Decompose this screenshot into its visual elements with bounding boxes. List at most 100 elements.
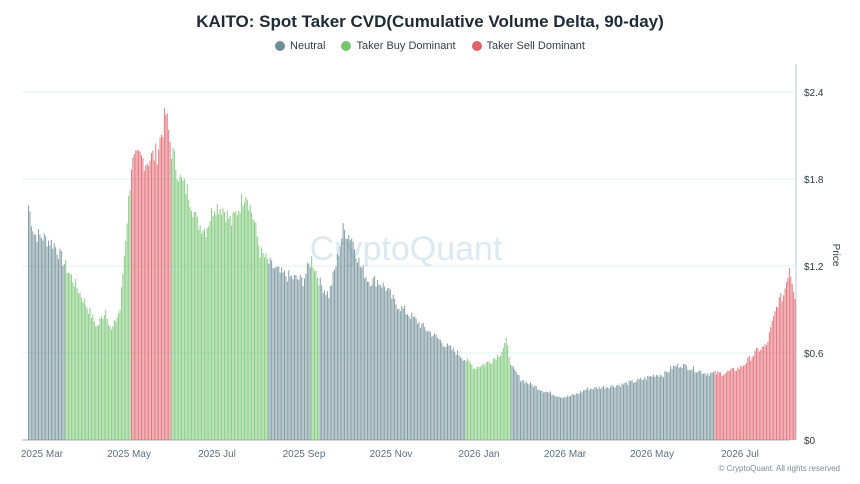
cvd-bar (494, 358, 496, 440)
cvd-bar (541, 390, 543, 440)
cvd-bar (495, 359, 497, 440)
cvd-bar (146, 163, 148, 440)
cvd-bar (461, 358, 463, 440)
cvd-bar (447, 343, 449, 440)
cvd-bar (435, 334, 437, 440)
cvd-bar (341, 238, 343, 440)
cvd-bar (218, 214, 220, 440)
cvd-bar (727, 370, 729, 440)
cvd-bar (405, 314, 407, 440)
cvd-bar (735, 370, 737, 440)
cvd-bar (747, 357, 749, 440)
cvd-bar (171, 158, 173, 440)
cvd-bar (396, 309, 398, 440)
cvd-bar (760, 349, 762, 440)
cvd-bar (594, 387, 596, 440)
cvd-bar (281, 267, 283, 440)
cvd-bar (489, 363, 491, 440)
cvd-bar (55, 247, 57, 440)
cvd-bar (775, 306, 777, 440)
cvd-bar (751, 357, 753, 440)
cvd-bar (205, 237, 207, 440)
cvd-bar (356, 262, 358, 440)
cvd-bar (289, 276, 291, 440)
cvd-bar (229, 215, 231, 440)
cvd-bar (521, 380, 523, 440)
cvd-bar (681, 368, 683, 440)
cvd-bar (120, 287, 122, 440)
x-tick-label: 2026 May (630, 449, 674, 460)
cvd-bar (112, 326, 114, 440)
cvd-bar (654, 376, 656, 440)
cvd-bar (198, 229, 200, 440)
cvd-bar (755, 348, 757, 440)
cvd-bar (225, 221, 227, 440)
cvd-bar (693, 366, 695, 440)
cvd-bar (723, 375, 725, 440)
cvd-bar (757, 348, 759, 440)
cvd-bar (140, 155, 142, 440)
cvd-bar (425, 330, 427, 440)
cvd-bar (391, 298, 393, 440)
cvd-bar (182, 180, 184, 441)
cvd-bar (113, 319, 115, 440)
cvd-bar (156, 164, 158, 440)
cvd-bar (670, 366, 672, 440)
cvd-bar (648, 376, 650, 440)
cvd-bar (498, 356, 500, 440)
cvd-bar (116, 317, 118, 440)
cvd-bar (259, 257, 261, 440)
cvd-bar (555, 396, 557, 440)
cvd-bar (32, 231, 34, 440)
cvd-bar (90, 317, 92, 440)
legend-item-taker-buy[interactable]: Taker Buy Dominant (341, 40, 456, 52)
cvd-bar (389, 289, 391, 440)
cvd-bar (582, 390, 584, 440)
cvd-bar (627, 384, 629, 440)
cvd-bar (42, 240, 44, 440)
cvd-bar (741, 366, 743, 440)
cvd-bar (634, 382, 636, 440)
cvd-bar (402, 308, 404, 440)
cvd-bar (36, 241, 38, 440)
cvd-bar (517, 374, 519, 440)
cvd-bar (485, 362, 487, 440)
cvd-bar (765, 345, 767, 440)
legend-item-neutral[interactable]: Neutral (275, 40, 325, 52)
cvd-bar (328, 298, 330, 440)
cvd-bar (592, 389, 594, 440)
cvd-bar (488, 361, 490, 440)
cvd-bar (667, 372, 669, 440)
cvd-bar (519, 381, 521, 440)
cvd-bar (349, 239, 351, 440)
cvd-bar (206, 228, 208, 440)
cvd-bar (538, 389, 540, 440)
cvd-bar (429, 331, 431, 440)
cvd-bar (150, 153, 152, 441)
cvd-bar (761, 346, 763, 440)
cvd-bar (385, 291, 387, 440)
cvd-bar (504, 342, 506, 440)
cvd-bar (181, 177, 183, 440)
legend-item-taker-sell[interactable]: Taker Sell Dominant (471, 40, 585, 52)
cvd-bar (302, 286, 304, 440)
cvd-bar (617, 385, 619, 440)
cvd-bar (561, 397, 563, 440)
cvd-bar (388, 288, 390, 440)
cvd-bar (88, 313, 90, 440)
cvd-bar (551, 395, 553, 440)
cvd-bar (780, 293, 782, 440)
cvd-bar (143, 171, 145, 440)
cvd-bar (118, 313, 120, 440)
cvd-bar (133, 154, 135, 440)
cvd-bar (602, 385, 604, 440)
cvd-bar (123, 256, 125, 440)
cvd-bar (658, 376, 660, 440)
cvd-bar (624, 382, 626, 440)
cvd-bar (386, 288, 388, 440)
cvd-bar (221, 214, 223, 440)
cvd-bar (139, 151, 141, 440)
cvd-bar (468, 360, 470, 440)
legend-label-taker-sell: Taker Sell Dominant (486, 40, 585, 52)
cvd-bar (28, 205, 29, 440)
